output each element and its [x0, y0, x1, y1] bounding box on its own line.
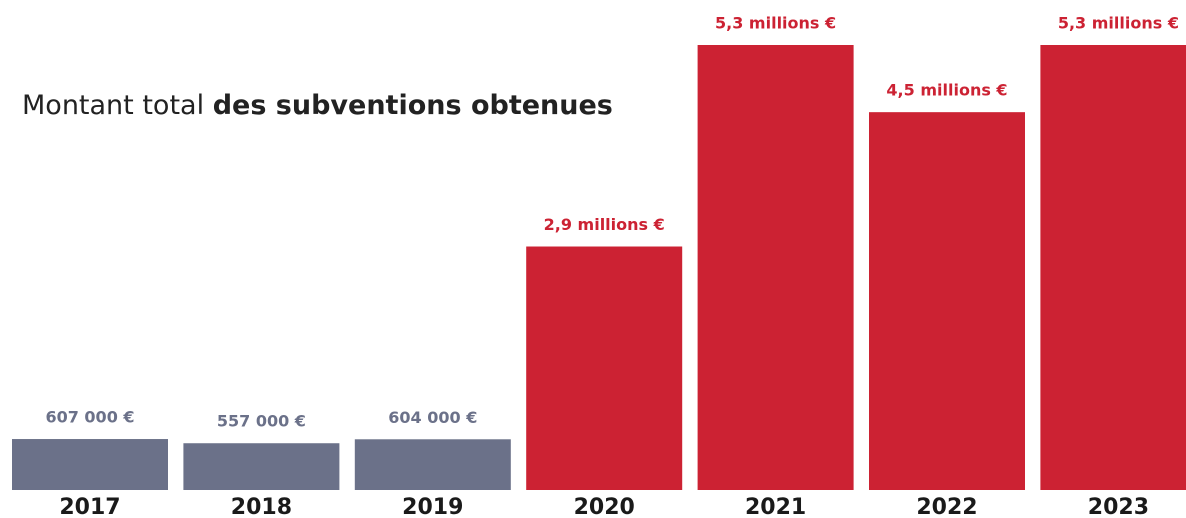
chart-title: Montant total des subventions obtenues	[22, 90, 613, 121]
title-bold: des subventions obtenues	[213, 90, 613, 121]
value-label: 5,3 millions €	[715, 14, 836, 33]
x-tick-label: 2018	[231, 495, 292, 518]
value-label: 607 000 €	[45, 408, 134, 427]
value-label: 604 000 €	[388, 408, 477, 427]
x-tick-label: 2023	[1088, 495, 1149, 518]
bar	[697, 45, 854, 490]
bar	[354, 439, 511, 490]
title-regular: Montant total	[22, 90, 204, 121]
x-tick-label: 2019	[402, 495, 463, 518]
value-label: 5,3 millions €	[1058, 14, 1179, 33]
bar	[869, 112, 1025, 491]
x-tick-label: 2020	[574, 495, 635, 518]
bar	[183, 443, 340, 490]
x-tick-label: 2017	[59, 495, 120, 518]
bar	[12, 439, 168, 490]
value-label: 557 000 €	[217, 412, 306, 431]
value-label: 4,5 millions €	[886, 81, 1007, 100]
x-tick-label: 2021	[745, 495, 806, 518]
x-tick-label: 2022	[916, 495, 977, 518]
value-label: 2,9 millions €	[544, 215, 665, 234]
bar	[1040, 45, 1186, 490]
bar	[526, 246, 683, 490]
